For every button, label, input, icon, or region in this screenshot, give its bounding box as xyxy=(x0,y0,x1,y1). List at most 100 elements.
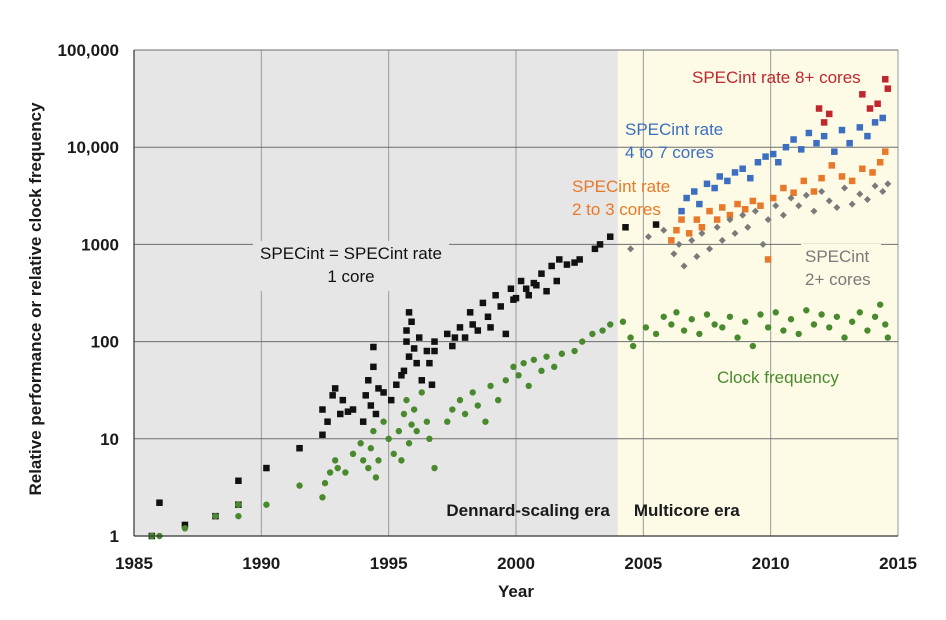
data-point xyxy=(405,440,413,447)
data-point xyxy=(408,318,415,326)
data-point xyxy=(538,270,545,277)
x-tick-label: 2015 xyxy=(879,554,917,573)
data-point xyxy=(866,105,874,112)
data-point xyxy=(339,396,347,404)
data-point xyxy=(741,205,749,213)
data-point xyxy=(370,427,377,435)
data-point xyxy=(431,347,438,355)
series-0 xyxy=(148,221,660,540)
data-point xyxy=(629,342,637,350)
data-point xyxy=(370,343,377,351)
data-point xyxy=(787,194,795,202)
y-tick-label: 10 xyxy=(100,430,119,449)
series-label-line: 4 to 7 cores xyxy=(625,143,714,162)
data-point xyxy=(474,402,481,409)
data-point xyxy=(833,203,841,211)
data-point xyxy=(360,457,367,464)
data-point xyxy=(726,211,734,219)
era-band-dennard xyxy=(134,50,618,536)
data-point xyxy=(520,359,527,367)
data-point xyxy=(408,421,415,428)
series-label-1: SPECint rate 2 to 3 cores xyxy=(572,177,670,219)
data-point xyxy=(739,165,746,173)
data-point xyxy=(398,457,405,464)
data-point xyxy=(607,321,614,328)
data-point xyxy=(876,301,884,308)
data-point xyxy=(731,169,739,176)
data-point xyxy=(296,482,303,489)
data-point xyxy=(775,159,782,166)
data-point xyxy=(871,182,879,190)
data-point xyxy=(319,494,326,501)
data-point xyxy=(879,114,886,122)
data-point xyxy=(522,285,530,292)
data-point xyxy=(367,402,375,409)
data-point xyxy=(716,173,723,180)
data-point xyxy=(331,457,339,464)
data-point xyxy=(515,372,522,379)
data-point xyxy=(780,327,787,334)
data-point xyxy=(349,450,357,458)
data-point xyxy=(428,381,436,388)
data-point xyxy=(826,324,833,331)
data-point xyxy=(863,195,871,203)
data-point xyxy=(324,418,331,425)
data-point xyxy=(487,324,494,331)
data-point xyxy=(571,347,578,355)
data-point xyxy=(461,410,469,418)
data-point xyxy=(703,180,711,188)
data-point xyxy=(790,136,797,143)
data-point xyxy=(696,200,703,208)
data-point xyxy=(856,190,864,198)
data-point xyxy=(466,309,474,316)
data-point xyxy=(744,223,752,231)
series-label-line: Clock frequency xyxy=(717,368,839,387)
data-point xyxy=(660,313,667,320)
y-tick-label: 100,000 xyxy=(58,41,119,60)
data-point xyxy=(859,91,866,98)
data-point xyxy=(764,324,772,331)
data-point xyxy=(461,334,469,341)
data-point xyxy=(596,241,604,248)
data-point xyxy=(525,291,532,299)
data-point xyxy=(510,363,517,371)
series-label-2: SPECint rate 4 to 7 cores xyxy=(625,120,723,162)
data-point xyxy=(719,204,726,211)
series-4 xyxy=(627,180,892,270)
data-point xyxy=(670,250,678,258)
data-point xyxy=(507,285,515,292)
data-point xyxy=(780,184,787,192)
series-label-background xyxy=(801,244,881,294)
data-point xyxy=(263,464,270,472)
data-point xyxy=(828,162,836,169)
data-point xyxy=(589,330,596,338)
data-point xyxy=(431,464,438,472)
data-point xyxy=(820,132,828,140)
x-tick-label: 2005 xyxy=(624,554,662,573)
data-point xyxy=(871,313,879,320)
data-point xyxy=(296,444,303,452)
data-point xyxy=(487,382,494,390)
series-3 xyxy=(815,76,892,126)
data-point xyxy=(426,359,433,367)
data-point xyxy=(698,229,706,237)
series-2 xyxy=(678,114,886,215)
data-point xyxy=(387,396,395,404)
data-point xyxy=(846,139,853,147)
data-point xyxy=(795,330,802,338)
data-point xyxy=(683,194,690,202)
data-point xyxy=(380,418,387,425)
data-point xyxy=(502,330,510,338)
data-point xyxy=(319,406,326,413)
data-point xyxy=(538,367,545,375)
data-point xyxy=(410,406,418,413)
data-point xyxy=(497,303,504,310)
data-point xyxy=(882,321,889,328)
data-point xyxy=(856,124,864,131)
data-point xyxy=(413,359,420,367)
data-point xyxy=(400,410,408,418)
data-point xyxy=(675,240,683,248)
series-label-line: SPECint = SPECint rate xyxy=(260,244,442,263)
data-point xyxy=(563,261,571,268)
